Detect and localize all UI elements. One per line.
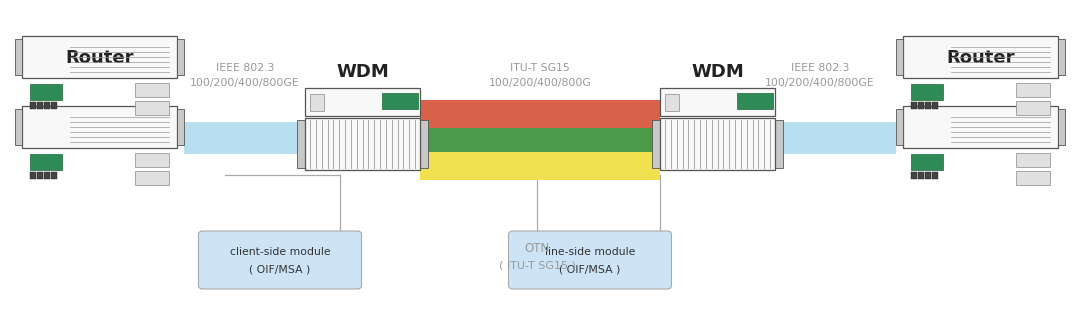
Text: 100/200/400/800GE: 100/200/400/800GE <box>766 78 875 88</box>
Bar <box>310 94 324 111</box>
Bar <box>420 128 660 152</box>
Bar <box>912 84 943 100</box>
Bar <box>420 120 428 168</box>
Bar <box>912 172 917 179</box>
Bar <box>652 120 660 168</box>
Bar <box>1016 153 1050 167</box>
Bar <box>737 93 773 109</box>
Text: IEEE 802.3: IEEE 802.3 <box>216 63 274 73</box>
Bar <box>924 102 931 109</box>
Text: 100/200/400/800G: 100/200/400/800G <box>488 78 592 88</box>
Bar <box>660 118 775 170</box>
Bar <box>775 120 783 168</box>
Bar <box>44 102 50 109</box>
Text: client-side module: client-side module <box>230 247 330 257</box>
FancyBboxPatch shape <box>199 231 362 289</box>
Text: Router: Router <box>946 49 1015 67</box>
Text: ( OIF/MSA ): ( OIF/MSA ) <box>559 265 621 275</box>
Bar <box>924 172 931 179</box>
Text: 100/200/400/800GE: 100/200/400/800GE <box>190 78 300 88</box>
Text: ( ITU-T SG15 ): ( ITU-T SG15 ) <box>499 260 576 270</box>
Bar <box>932 102 939 109</box>
Bar <box>51 102 57 109</box>
Bar <box>1016 83 1050 97</box>
Bar <box>918 172 924 179</box>
Bar <box>420 100 660 128</box>
Text: ( OIF/MSA ): ( OIF/MSA ) <box>249 265 311 275</box>
Text: Router: Router <box>65 49 134 67</box>
Bar <box>305 118 420 170</box>
Text: ITU-T SG15: ITU-T SG15 <box>510 63 570 73</box>
Text: line-side module: line-side module <box>544 247 635 257</box>
Bar <box>1016 171 1050 185</box>
Bar <box>382 93 418 109</box>
Bar <box>297 120 305 168</box>
Bar <box>135 83 168 97</box>
Bar <box>22 106 177 148</box>
Bar <box>135 171 168 185</box>
Bar <box>177 39 184 75</box>
Bar <box>15 109 22 145</box>
Bar <box>30 84 62 100</box>
Bar <box>51 172 57 179</box>
Bar <box>420 152 660 180</box>
Bar <box>1016 101 1050 115</box>
Bar <box>37 102 43 109</box>
Bar <box>30 102 36 109</box>
Bar <box>932 172 939 179</box>
Text: WDM: WDM <box>336 63 389 81</box>
Bar <box>135 153 168 167</box>
Text: IEEE 802.3: IEEE 802.3 <box>791 63 849 73</box>
Bar <box>903 106 1058 148</box>
Bar <box>665 94 679 111</box>
Bar <box>22 36 177 78</box>
Text: WDM: WDM <box>691 63 744 81</box>
Bar <box>177 109 184 145</box>
FancyBboxPatch shape <box>509 231 672 289</box>
Bar <box>912 154 943 170</box>
Bar <box>15 39 22 75</box>
Bar <box>30 172 36 179</box>
Bar <box>135 101 168 115</box>
Bar <box>37 172 43 179</box>
Bar <box>896 39 903 75</box>
Bar <box>896 109 903 145</box>
Bar <box>775 122 896 154</box>
Bar <box>44 172 50 179</box>
Bar <box>903 36 1058 78</box>
Bar <box>184 122 305 154</box>
Bar <box>912 102 917 109</box>
Bar <box>1058 39 1065 75</box>
Bar <box>305 88 420 116</box>
Bar <box>918 102 924 109</box>
Bar <box>30 154 62 170</box>
Text: OTN: OTN <box>525 242 550 255</box>
Bar <box>660 88 775 116</box>
Bar <box>1058 109 1065 145</box>
